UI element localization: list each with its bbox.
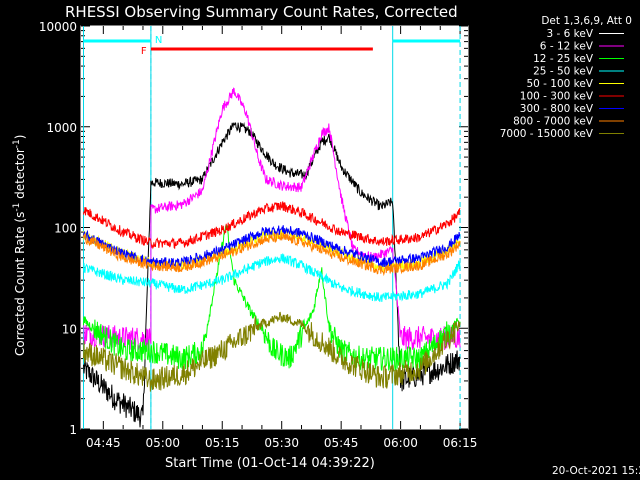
y-axis-label-sup1: -1 bbox=[12, 203, 22, 212]
x-tick-label: 05:30 bbox=[264, 436, 299, 450]
series-line-9 bbox=[83, 311, 461, 392]
x-tick-label: 05:45 bbox=[324, 436, 359, 450]
y-axis-label-sup2: -1 bbox=[12, 139, 22, 148]
series-line-3 bbox=[83, 225, 461, 372]
legend-header: Det 1,3,6,9, Att 0 bbox=[541, 15, 632, 27]
y-axis-label-main: Corrected Count Rate (s bbox=[13, 212, 27, 356]
y-axis-label-mid: detector bbox=[13, 148, 27, 203]
legend-entry-label: 7000 - 15000 keV bbox=[500, 128, 594, 140]
legend-entry-label: 50 - 100 keV bbox=[526, 78, 593, 90]
x-tick-label: 04:45 bbox=[86, 436, 121, 450]
legend-entry-label: 300 - 800 keV bbox=[520, 103, 594, 115]
legend-entry-label: 12 - 25 keV bbox=[533, 53, 594, 65]
y-axis-label: Corrected Count Rate (s-1 detector-1) bbox=[12, 135, 27, 356]
x-tick-label: 05:00 bbox=[145, 436, 180, 450]
x-tick-label: 06:00 bbox=[383, 436, 418, 450]
x-tick-label: 05:15 bbox=[205, 436, 240, 450]
axis-ticks: 1 10 100 1000 10000 04:45 05:00 05:15 05:30 05:45… bbox=[39, 20, 478, 450]
y-tick-label: 10 bbox=[62, 322, 77, 336]
legend-entry-label: 800 - 7000 keV bbox=[513, 116, 594, 128]
y-tick-label: 1000 bbox=[46, 121, 77, 135]
legend-entry-label: 25 - 50 keV bbox=[533, 66, 594, 78]
status-bar-label: F bbox=[141, 46, 147, 57]
y-tick-label: 10000 bbox=[39, 20, 77, 34]
x-tick-label: 06:15 bbox=[443, 436, 478, 450]
series-line-6 bbox=[83, 201, 461, 250]
legend-entry-label: 3 - 6 keV bbox=[546, 28, 593, 40]
series-line-8 bbox=[83, 232, 461, 277]
series-line-4 bbox=[83, 253, 461, 302]
x-axis-label: Start Time (01-Oct-14 04:39:22) bbox=[165, 456, 375, 471]
y-tick-label: 1 bbox=[69, 423, 77, 437]
data-series bbox=[83, 87, 461, 428]
legend-entry-label: 100 - 300 keV bbox=[520, 91, 594, 103]
status-bars: NF bbox=[83, 35, 461, 57]
status-bar-label: N bbox=[155, 35, 162, 46]
chart-title: RHESSI Observing Summary Count Rates, Co… bbox=[65, 3, 458, 21]
legend-entry-label: 6 - 12 keV bbox=[540, 41, 594, 53]
y-tick-label: 100 bbox=[54, 222, 77, 236]
y-axis-label-end: ) bbox=[13, 135, 27, 140]
timestamp: 20-Oct-2021 15:23 bbox=[552, 465, 640, 477]
